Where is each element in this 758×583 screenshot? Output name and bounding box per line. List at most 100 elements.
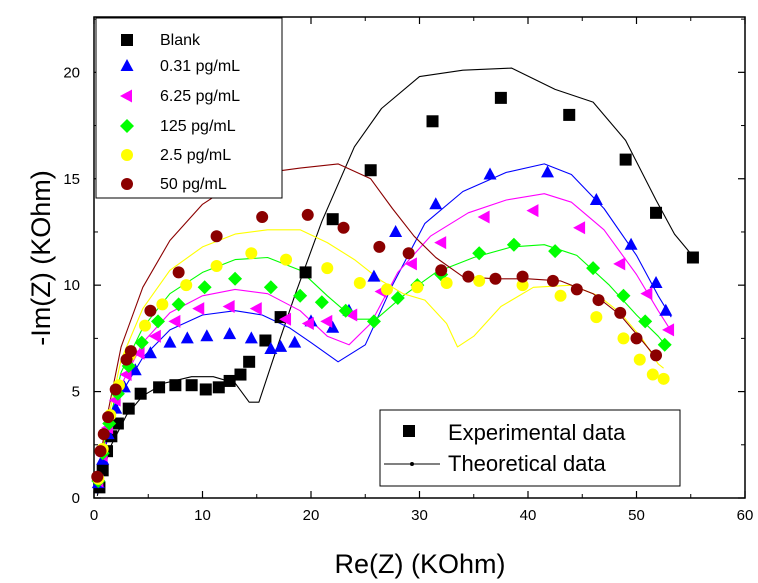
data-point-series-5 [172, 266, 185, 279]
data-point-series-0 [169, 379, 182, 392]
data-point-series-2 [404, 257, 417, 271]
experimental-points [91, 91, 699, 494]
data-point-series-5 [337, 221, 350, 234]
data-point-series-0 [650, 206, 663, 219]
data-point-series-0 [243, 355, 256, 368]
data-point-series-5 [94, 445, 107, 458]
legend-marker-series-1 [120, 59, 134, 71]
data-point-series-2 [279, 312, 292, 326]
data-point-series-5 [592, 294, 605, 307]
experimental-label: Experimental data [448, 420, 626, 445]
x-tick-label: 20 [303, 507, 320, 524]
type-legend: Experimental data Theoretical data [379, 409, 681, 487]
data-point-series-3 [472, 246, 487, 261]
data-point-series-4 [280, 253, 293, 266]
x-tick-label: 30 [411, 507, 428, 524]
data-point-series-0 [326, 213, 339, 226]
y-tick-label: 15 [63, 171, 80, 188]
data-point-series-1 [367, 269, 381, 282]
experimental-marker-icon [403, 425, 415, 437]
data-point-series-4 [646, 368, 659, 381]
data-point-series-5 [97, 428, 110, 441]
legend-marker-series-5 [121, 178, 133, 190]
series-legend: Blank 0.31 pg/mL 6.25 pg/mL 125 pg/mL 2.… [95, 17, 283, 199]
data-point-series-0 [259, 334, 272, 347]
data-point-series-4 [380, 283, 393, 296]
data-point-series-2 [573, 221, 586, 235]
data-point-series-2 [526, 204, 539, 218]
data-point-series-1 [244, 331, 258, 344]
data-point-series-3 [390, 290, 405, 305]
data-point-series-2 [249, 302, 262, 316]
data-point-series-0 [185, 379, 198, 392]
data-point-series-5 [435, 264, 448, 277]
y-axis-title: -Im(Z) (KOhm) [26, 170, 56, 345]
data-point-series-0 [199, 383, 212, 396]
data-point-series-5 [630, 332, 643, 345]
data-point-series-1 [389, 224, 403, 237]
data-point-series-0 [153, 381, 166, 394]
data-point-series-4 [516, 279, 529, 292]
data-point-series-5 [489, 272, 502, 285]
type-legend-box [379, 409, 681, 487]
data-point-series-4 [245, 247, 258, 260]
data-point-series-4 [633, 353, 646, 366]
data-point-series-2 [168, 314, 181, 328]
data-point-series-5 [614, 306, 627, 319]
data-point-series-4 [473, 274, 486, 287]
data-point-series-0 [563, 108, 576, 121]
data-point-series-3 [586, 261, 601, 276]
legend-label-125: 125 pg/mL [160, 118, 236, 135]
data-point-series-3 [548, 244, 563, 259]
data-point-series-3 [293, 288, 308, 303]
data-point-series-5 [256, 211, 269, 224]
data-point-series-4 [440, 277, 453, 290]
data-point-series-1 [659, 303, 673, 316]
data-point-series-2 [320, 314, 333, 328]
data-point-series-2 [301, 316, 314, 330]
data-point-series-4 [180, 279, 193, 292]
legend-marker-series-4 [121, 149, 133, 161]
y-tick-label: 0 [72, 490, 80, 507]
data-point-series-4 [321, 262, 334, 275]
data-point-series-4 [411, 281, 424, 294]
legend-marker-series-2 [120, 89, 132, 103]
data-point-series-0 [364, 164, 377, 177]
x-tick-label: 0 [90, 507, 98, 524]
data-point-series-1 [541, 165, 555, 178]
fit-line-series-2 [96, 193, 670, 492]
data-point-series-3 [338, 303, 353, 318]
data-point-series-5 [650, 349, 663, 362]
data-point-series-1 [589, 193, 603, 206]
x-tick-label: 60 [737, 507, 754, 524]
y-tick-label: 20 [63, 64, 80, 81]
fit-line-series-1 [96, 163, 672, 494]
data-point-series-1 [143, 346, 157, 359]
data-point-series-1 [128, 363, 142, 376]
data-point-series-5 [570, 283, 583, 296]
data-point-series-5 [301, 208, 314, 221]
data-point-series-1 [649, 276, 663, 289]
data-point-series-1 [200, 329, 214, 342]
data-point-series-2 [613, 257, 626, 271]
legend-marker-series-0 [121, 34, 133, 46]
legend-label-50: 50 pg/mL [160, 176, 227, 193]
data-point-series-3 [171, 297, 186, 312]
x-tick-label: 50 [628, 507, 645, 524]
data-point-series-5 [210, 230, 223, 243]
data-point-series-4 [210, 260, 223, 273]
data-point-series-1 [163, 335, 177, 348]
data-point-series-3 [616, 288, 631, 303]
data-point-series-4 [353, 277, 366, 290]
data-point-series-2 [345, 308, 358, 322]
series-legend-box [95, 17, 283, 199]
data-point-series-3 [506, 237, 521, 252]
theoretical-label: Theoretical data [448, 451, 607, 476]
x-axis-title: Re(Z) (KOhm) [335, 549, 506, 579]
data-point-series-1 [429, 197, 443, 210]
data-point-series-0 [122, 402, 135, 415]
data-point-series-1 [288, 335, 302, 348]
data-point-series-0 [111, 417, 124, 430]
data-point-series-3 [657, 337, 672, 352]
